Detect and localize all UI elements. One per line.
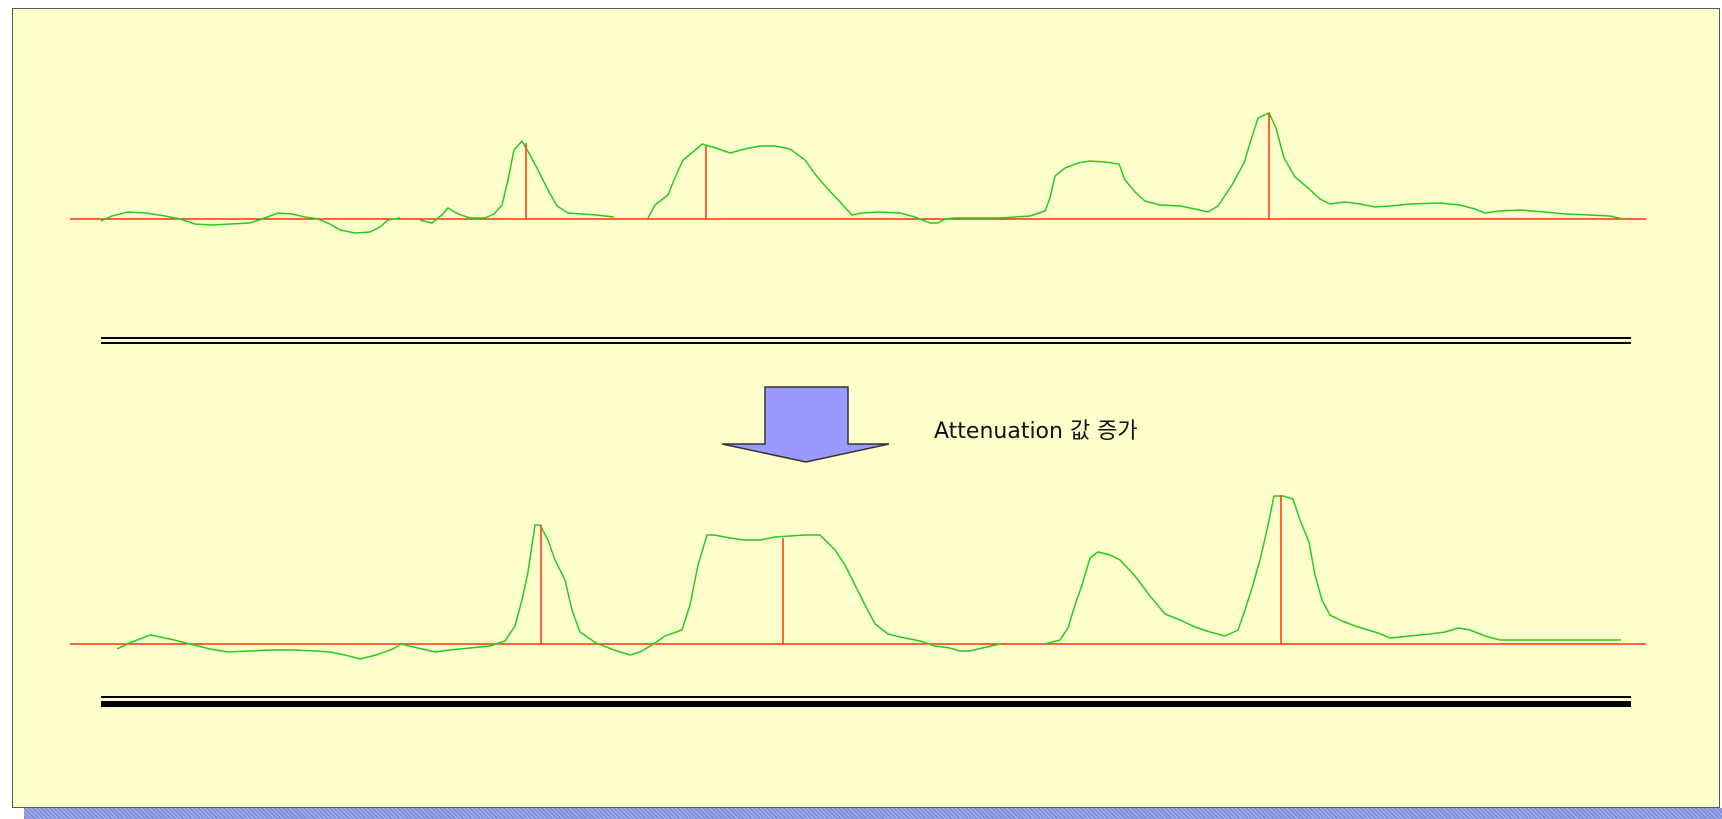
top-signal-segment-2	[419, 139, 615, 224]
down-arrow-icon	[721, 386, 890, 463]
footer-band	[24, 808, 1722, 819]
top-signal-segment-1	[100, 211, 401, 234]
bottom-signal-segment-1	[116, 524, 1001, 660]
top-signal-segment-3	[647, 143, 956, 224]
top-signal-segment-4	[955, 112, 1624, 220]
bottom-signal-segment-2	[1044, 495, 1621, 645]
diagram-panel	[12, 8, 1720, 808]
attenuation-label: Attenuation 값 증가	[934, 419, 1138, 444]
